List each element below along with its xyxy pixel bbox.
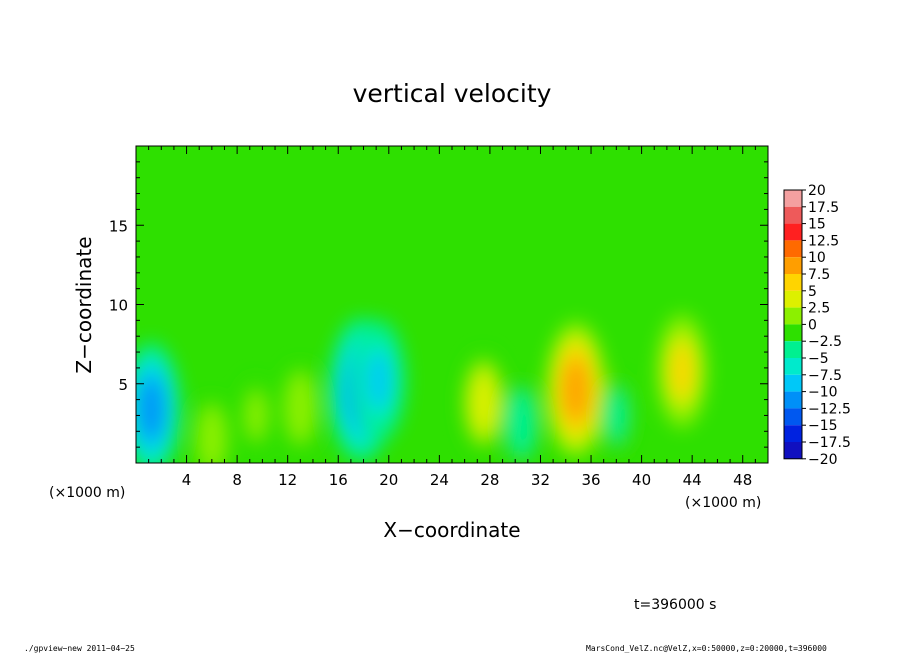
feature-8 xyxy=(545,320,607,460)
y-tick-label-10: 10 xyxy=(109,297,128,315)
plot-field xyxy=(136,146,768,463)
colorbar-label-7: 2.5 xyxy=(808,301,830,317)
colorbar-label-13: −12.5 xyxy=(808,401,851,417)
feature-7-contour-3 xyxy=(513,404,530,443)
feature-9-contour-3 xyxy=(608,397,625,434)
feature-7 xyxy=(503,381,540,463)
colorbar: 2017.51512.5107.552.50−2.5−5−7.5−10−12.5… xyxy=(783,183,851,468)
colorbar-label-3: 12.5 xyxy=(808,233,839,249)
colorbar-label-8: 0 xyxy=(808,317,817,333)
x-tick-label-48: 48 xyxy=(733,471,752,489)
feature-3-contour-3 xyxy=(291,387,310,428)
x-tick-label-40: 40 xyxy=(632,471,651,489)
x-tick-label-28: 28 xyxy=(480,471,499,489)
x-tick-label-20: 20 xyxy=(379,471,398,489)
colorbar-swatch-4 xyxy=(784,257,802,274)
velocity-features xyxy=(136,313,708,463)
feature-10-contour-3 xyxy=(670,344,694,398)
y-tick-label-5: 5 xyxy=(118,376,128,394)
colorbar-label-6: 5 xyxy=(808,284,817,300)
x-unit-left: (×1000 m) xyxy=(49,485,125,501)
feature-5 xyxy=(351,318,406,443)
feature-10 xyxy=(656,313,708,429)
x-tick-label-24: 24 xyxy=(430,471,449,489)
y-axis-label: Z−coordinate xyxy=(72,236,96,373)
chart-title: vertical velocity xyxy=(353,79,552,108)
colorbar-swatch-11 xyxy=(784,374,802,392)
feature-3 xyxy=(280,363,320,452)
feature-8-contour-3 xyxy=(561,358,590,422)
colorbar-swatch-2 xyxy=(784,223,802,241)
colorbar-label-0: 20 xyxy=(808,183,826,199)
feature-0 xyxy=(136,341,182,463)
feature-2 xyxy=(239,376,273,454)
colorbar-label-2: 15 xyxy=(808,217,826,233)
footer-left-note: ./gpview−new 2011−04−25 xyxy=(24,644,135,653)
x-tick-label-4: 4 xyxy=(182,471,192,489)
x-tick-label-44: 44 xyxy=(683,471,702,489)
colorbar-swatch-8 xyxy=(784,324,802,342)
colorbar-label-12: −10 xyxy=(808,385,838,401)
colorbar-swatch-15 xyxy=(784,442,802,459)
colorbar-swatch-13 xyxy=(784,408,802,426)
colorbar-swatch-14 xyxy=(784,425,802,442)
colorbar-swatch-12 xyxy=(784,391,802,409)
colorbar-swatch-7 xyxy=(784,307,802,325)
x-axis-label: X−coordinate xyxy=(383,518,520,542)
feature-0-contour-3 xyxy=(137,378,165,440)
feature-9 xyxy=(598,375,634,456)
feature-6 xyxy=(460,350,507,455)
x-tick-label-12: 12 xyxy=(278,471,297,489)
colorbar-label-14: −15 xyxy=(808,418,838,434)
colorbar-label-16: −20 xyxy=(808,452,838,468)
colorbar-swatch-6 xyxy=(784,290,802,308)
colorbar-swatch-1 xyxy=(784,206,802,224)
x-tick-label-36: 36 xyxy=(581,471,600,489)
feature-6-contour-3 xyxy=(473,379,494,427)
time-label: t=396000 s xyxy=(634,597,716,613)
colorbar-label-10: −5 xyxy=(808,351,829,367)
colorbar-label-5: 7.5 xyxy=(808,267,830,283)
colorbar-label-11: −7.5 xyxy=(808,368,842,384)
colorbar-swatch-5 xyxy=(784,274,802,291)
feature-5-contour-3 xyxy=(366,352,392,409)
x-unit-right: (×1000 m) xyxy=(685,495,761,511)
colorbar-label-1: 17.5 xyxy=(808,200,839,216)
colorbar-label-4: 10 xyxy=(808,250,826,266)
colorbar-swatch-10 xyxy=(784,358,802,375)
colorbar-swatch-9 xyxy=(784,341,802,358)
x-tick-label-8: 8 xyxy=(232,471,242,489)
colorbar-label-15: −17.5 xyxy=(808,435,851,451)
colorbar-swatch-3 xyxy=(784,240,802,258)
colorbar-label-9: −2.5 xyxy=(808,334,842,350)
feature-1 xyxy=(193,396,231,463)
footer-right-note: MarsCond_VelZ.nc@VelZ,x=0:50000,z=0:2000… xyxy=(586,644,827,653)
feature-2-contour-3 xyxy=(248,397,264,433)
x-tick-label-16: 16 xyxy=(329,471,348,489)
y-tick-label-15: 15 xyxy=(109,217,128,235)
x-tick-label-32: 32 xyxy=(531,471,550,489)
feature-1-contour-3 xyxy=(203,419,221,459)
colorbar-swatch-0 xyxy=(784,190,802,207)
